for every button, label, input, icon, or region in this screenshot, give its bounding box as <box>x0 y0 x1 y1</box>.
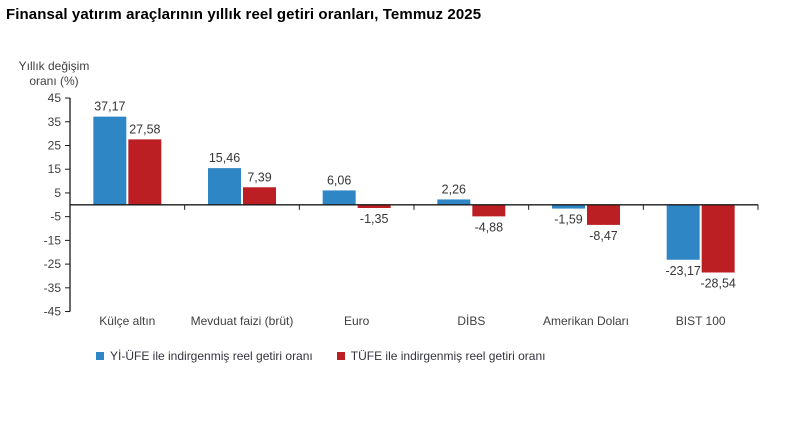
category-label: BIST 100 <box>676 314 726 328</box>
value-label: -1,35 <box>360 212 389 226</box>
category-label: Euro <box>344 314 370 328</box>
value-label: -23,17 <box>665 264 700 278</box>
category-label: Külçe altın <box>99 314 155 328</box>
legend-label: TÜFE ile indirgenmiş reel getiri oranı <box>350 349 546 363</box>
y-axis-title-line2: oranı (%) <box>29 74 79 88</box>
value-label: -1,59 <box>554 213 583 227</box>
value-label: -4,88 <box>475 220 504 234</box>
bar <box>208 168 241 205</box>
bar <box>666 204 700 260</box>
y-tick-label: 5 <box>54 186 61 200</box>
y-tick-label: -45 <box>44 305 62 319</box>
chart-title: Finansal yatırım araçlarının yıllık reel… <box>6 6 482 23</box>
bar <box>701 204 735 273</box>
legend-item-tufe: TÜFE ile indirgenmiş reel getiri oranı <box>336 349 546 363</box>
y-tick-label: 15 <box>48 162 62 176</box>
y-tick-label: 25 <box>48 139 62 153</box>
bar <box>243 187 276 205</box>
bar <box>437 199 471 205</box>
y-axis-title-line1: Yıllık değişim <box>18 59 90 73</box>
y-tick-label: -25 <box>44 257 62 271</box>
value-label: -8,47 <box>589 229 618 243</box>
legend-item-yiufe: Yİ-ÜFE ile indirgenmiş reel getiri oranı <box>96 349 313 363</box>
y-axis-title: Yıllık değişim oranı (%) <box>8 59 100 89</box>
value-label: 37,17 <box>94 100 125 114</box>
value-label: -28,54 <box>700 276 735 290</box>
legend-swatch-icon <box>336 352 345 360</box>
y-tick-label: 35 <box>48 115 62 129</box>
y-tick-label: -5 <box>50 210 61 224</box>
value-label: 6,06 <box>327 173 351 187</box>
bar <box>128 139 162 205</box>
value-label: 2,26 <box>442 182 466 196</box>
category-label: DİBS <box>457 314 485 328</box>
y-tick-label: -35 <box>44 281 62 295</box>
y-tick-label: 45 <box>48 91 62 105</box>
legend-swatch-icon <box>96 352 104 360</box>
category-label: Mevduat faizi (brüt) <box>191 314 294 328</box>
bar <box>93 116 127 205</box>
y-tick-label: -15 <box>44 233 62 247</box>
value-label: 7,39 <box>247 170 271 184</box>
bar <box>587 204 620 225</box>
value-label: 15,46 <box>209 151 240 165</box>
bar <box>552 204 585 209</box>
bar <box>472 204 506 217</box>
category-label: Amerikan Doları <box>543 314 629 328</box>
bar <box>357 204 391 209</box>
bar <box>322 190 356 205</box>
value-label: 27,58 <box>129 122 160 136</box>
legend-label: Yİ-ÜFE ile indirgenmiş reel getiri oranı <box>110 349 313 363</box>
bar-chart-svg: 37,17 27,58 Külçe altın 15,46 7,39 Mevduat fa… <box>44 91 759 328</box>
chart-legend: Yİ-ÜFE ile indirgenmiş reel getiri oranı… <box>96 349 546 363</box>
